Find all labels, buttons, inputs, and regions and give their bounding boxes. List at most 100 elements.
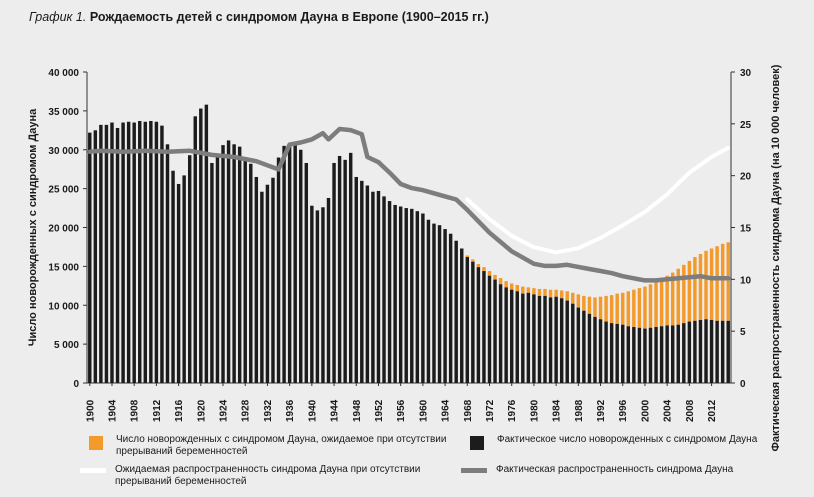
bar-expected-births [709,248,714,321]
bar-expected-births [543,288,547,296]
bar-actual-births [348,152,353,383]
bar-actual-births [443,229,447,383]
bar-actual-births [382,196,386,383]
bar-actual-births [471,261,475,383]
bar-expected-births [582,295,586,311]
bar-actual-births [687,321,692,383]
y2-axis-tick-label: 20 [740,172,752,183]
x-axis-tick-label: 1968 [463,399,474,422]
bar-actual-births [226,140,231,383]
bar-actual-births [648,327,653,383]
y-axis-title: Число новорожденных с синдромом Дауна [27,108,39,346]
bar-actual-births [498,284,503,383]
bar-actual-births [487,275,492,383]
y2-axis-tick-label: 30 [740,68,752,79]
line-actual-prevalence [87,126,731,283]
x-axis-tick-label: 1956 [396,399,407,422]
bar-actual-births [465,257,470,383]
bar-actual-births [576,307,581,383]
bar-expected-births [532,288,536,295]
bar-actual-births [415,211,420,383]
bar-expected-births [482,267,486,272]
bar-actual-births [448,233,453,383]
chart-title: График 1. Рождаемость детей с синдромом … [29,10,489,24]
legend-swatch-actual-births [470,436,484,450]
x-axis-tick-label: 1944 [330,399,341,422]
bar-expected-births [659,278,664,327]
bar-actual-births [621,324,625,383]
bar-expected-births [571,292,575,304]
bar-expected-births [565,291,569,301]
y-axis-tick-label: 30 000 [48,146,79,157]
bar-actual-births [371,191,375,383]
bar-actual-births [698,320,703,383]
x-axis-tick-label: 1924 [219,399,230,422]
bar-actual-births [643,328,647,383]
bar-actual-births [398,206,403,383]
bar-actual-births [99,124,103,384]
bar-actual-births [548,297,553,383]
bar-expected-births [515,285,519,292]
bar-actual-births [615,323,619,383]
bar-actual-births [315,210,320,383]
bar-actual-births [160,125,164,384]
y-axis-tick-label: 5 000 [54,340,79,351]
y2-axis-tick-label: 10 [740,275,752,286]
y-axis-tick-label: 25 000 [48,185,79,196]
bar-actual-births [199,108,203,383]
bar-expected-births [504,281,508,288]
bar-expected-births [615,293,619,324]
bar-expected-births [526,287,531,293]
bar-actual-births [232,144,236,383]
bar-actual-births [676,324,680,383]
legend-swatch-expected-births [89,436,103,450]
bar-actual-births [432,223,436,383]
bar-actual-births [193,116,197,383]
x-axis-tick-label: 1964 [441,399,452,422]
chart-title-text: Рождаемость детей с синдромом Дауна в Ев… [89,10,489,24]
bar-actual-births [587,313,592,383]
bar-actual-births [604,321,608,383]
bar-actual-births [665,325,669,383]
bar-actual-births [670,325,675,383]
bar-expected-births [643,286,647,329]
x-axis-tick-label: 1996 [618,399,629,422]
bar-actual-births [210,162,214,383]
bar-actual-births [509,289,514,383]
bar-actual-births [715,320,719,383]
bar-expected-births [704,250,708,320]
x-axis-tick-label: 1984 [552,399,563,422]
bar-actual-births [659,326,664,383]
line-expected-prevalence [465,145,731,255]
y-axis-tick-label: 0 [73,379,79,390]
legend-swatch-actual-prevalence [461,468,487,473]
x-axis-tick-label: 1988 [574,399,585,422]
x-axis-tick-label: 1904 [107,399,118,422]
bar-actual-births [221,145,225,383]
bar-expected-births [498,278,503,285]
bar-expected-births [493,274,497,280]
legend-swatch-expected-prevalence [80,468,106,473]
bar-expected-births [654,281,658,328]
bar-actual-births [532,294,536,383]
bar-expected-births [670,272,675,326]
bar-actual-births [571,303,575,383]
bar-actual-births [720,320,725,383]
bar-expected-births [548,289,553,298]
y-axis-tick-label: 10 000 [48,301,79,312]
bar-expected-births [587,296,592,314]
y2-axis-tick-label: 25 [740,120,752,131]
bar-actual-births [526,292,531,383]
bar-actual-births [165,144,170,383]
bar-expected-births [598,296,603,320]
bar-actual-births [110,122,114,383]
bar-actual-births [521,293,525,383]
bar-actual-births [360,180,364,383]
bar-expected-births [609,295,614,324]
bar-expected-births [559,290,564,299]
legend-label-expected-births: Число новорожденных с синдромом Дауна, о… [116,434,447,457]
bar-expected-births [693,257,697,321]
x-axis-tick-label: 1940 [307,399,318,422]
bar-expected-births [682,264,686,324]
bar-expected-births [621,292,625,325]
